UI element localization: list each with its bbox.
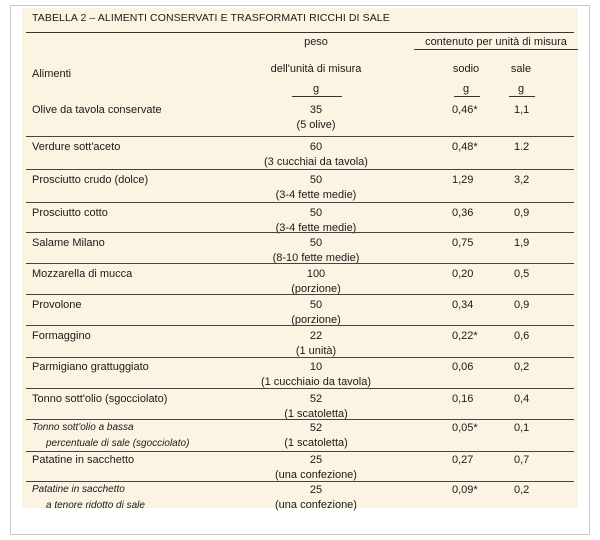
row-divider (26, 451, 574, 452)
row-divider (26, 136, 574, 137)
sodium-value: 1,29 (452, 174, 474, 186)
row-divider (26, 481, 574, 482)
food-name: Patatine in sacchetto (32, 454, 135, 466)
table-title: TABELLA 2 – ALIMENTI CONSERVATI E TRASFO… (32, 12, 390, 24)
row-divider (26, 388, 574, 389)
content-group-rule (414, 49, 578, 50)
food-name: Provolone (32, 299, 82, 311)
weight-value: 25 (309, 454, 323, 466)
row-divider (26, 294, 574, 295)
title-rule (26, 32, 574, 33)
salt-value: 0,1 (514, 422, 530, 434)
serving-unit: (1 scatoletta) (284, 408, 348, 420)
sodium-value: 0,36 (452, 207, 474, 219)
salt-value: 1,1 (514, 104, 530, 116)
header-salt-unit: g (517, 83, 525, 95)
food-name: Parmigiano grattuggiato (32, 361, 149, 373)
food-name: Prosciutto crudo (dolce) (32, 174, 149, 186)
weight-value: 50 (309, 174, 323, 186)
salt-value: 0,9 (514, 299, 530, 311)
sodium-value: 0,34 (452, 299, 474, 311)
sodium-value: 0,06 (452, 361, 474, 373)
food-name: Tonno sott'olio (sgocciolato) (32, 393, 168, 405)
salt-value: 0,4 (514, 393, 530, 405)
row-divider (26, 169, 574, 170)
weight-value: 52 (309, 393, 323, 405)
serving-unit: (3-4 fette medie) (275, 189, 357, 201)
sodium-value: 0,46* (452, 104, 478, 116)
sodium-value: 0,20 (452, 268, 474, 280)
serving-unit: (1 unità) (295, 345, 337, 357)
sodium-value: 0,16 (452, 393, 474, 405)
food-name: Prosciutto cotto (32, 207, 108, 219)
salt-value: 0,6 (514, 330, 530, 342)
weight-value: 25 (309, 484, 323, 496)
serving-unit: (porzione) (291, 283, 341, 295)
food-name: Patatine in sacchetto (32, 484, 125, 495)
header-salt: sale (510, 63, 532, 75)
row-divider (26, 232, 574, 233)
weight-value: 50 (309, 237, 323, 249)
salt-value: 1,9 (514, 237, 530, 249)
food-name: Olive da tavola conservate (32, 104, 162, 116)
salt-unit-underline (509, 96, 535, 97)
serving-unit: (3-4 fette medie) (275, 222, 357, 234)
serving-unit: (1 scatoletta) (284, 437, 348, 449)
row-divider (26, 325, 574, 326)
salt-value: 0,7 (514, 454, 530, 466)
serving-unit: (1 cucchiaio da tavola) (260, 376, 372, 388)
salt-value: 3,2 (514, 174, 530, 186)
serving-unit: (5 olive) (296, 119, 336, 131)
food-name: Salame Milano (32, 237, 105, 249)
serving-unit: (una confezione) (275, 499, 357, 511)
weight-value: 50 (309, 299, 323, 311)
weight-value: 52 (309, 422, 323, 434)
weight-value: 60 (309, 141, 323, 153)
row-divider (26, 263, 574, 264)
food-name-continued: a tenore ridotto di sale (46, 500, 145, 511)
salt-value: 0,2 (514, 361, 530, 373)
header-sodium: sodio (452, 63, 480, 75)
food-name-continued: percentuale di sale (sgocciolato) (46, 438, 190, 449)
row-divider (26, 357, 574, 358)
serving-unit: (3 cucchiai da tavola) (264, 156, 368, 168)
weight-value: 50 (309, 207, 323, 219)
header-weight-line2: dell'unità di misura (270, 63, 362, 75)
weight-value: 22 (309, 330, 323, 342)
header-content-group: contenuto per unità di misura (425, 36, 567, 48)
salt-value: 0,2 (514, 484, 530, 496)
salt-table: TABELLA 2 – ALIMENTI CONSERVATI E TRASFO… (22, 8, 578, 511)
header-sodium-unit: g (462, 83, 470, 95)
salt-value: 0,9 (514, 207, 530, 219)
weight-unit-underline (292, 96, 342, 97)
sodium-value: 0,22* (452, 330, 478, 342)
header-food: Alimenti (32, 68, 72, 80)
serving-unit: (porzione) (291, 314, 341, 326)
food-name: Tonno sott'olio a bassa (32, 422, 134, 433)
sodium-unit-underline (454, 96, 480, 97)
sodium-value: 0,05* (452, 422, 478, 434)
serving-unit: (8-10 fette medie) (272, 252, 360, 264)
sodium-value: 0,27 (452, 454, 474, 466)
header-weight-unit: g (312, 83, 320, 95)
salt-value: 1.2 (514, 141, 530, 153)
salt-value: 0,5 (514, 268, 530, 280)
weight-value: 100 (306, 268, 326, 280)
food-name: Mozzarella di mucca (32, 268, 133, 280)
sodium-value: 0,75 (452, 237, 474, 249)
serving-unit: (una confezione) (275, 469, 357, 481)
row-divider (26, 202, 574, 203)
food-name: Formaggino (32, 330, 91, 342)
header-weight-line1: peso (304, 36, 328, 48)
food-name: Verdure sott'aceto (32, 141, 121, 153)
weight-value: 10 (309, 361, 323, 373)
sodium-value: 0,48* (452, 141, 478, 153)
weight-value: 35 (309, 104, 323, 116)
sodium-value: 0,09* (452, 484, 478, 496)
row-divider (26, 419, 574, 420)
